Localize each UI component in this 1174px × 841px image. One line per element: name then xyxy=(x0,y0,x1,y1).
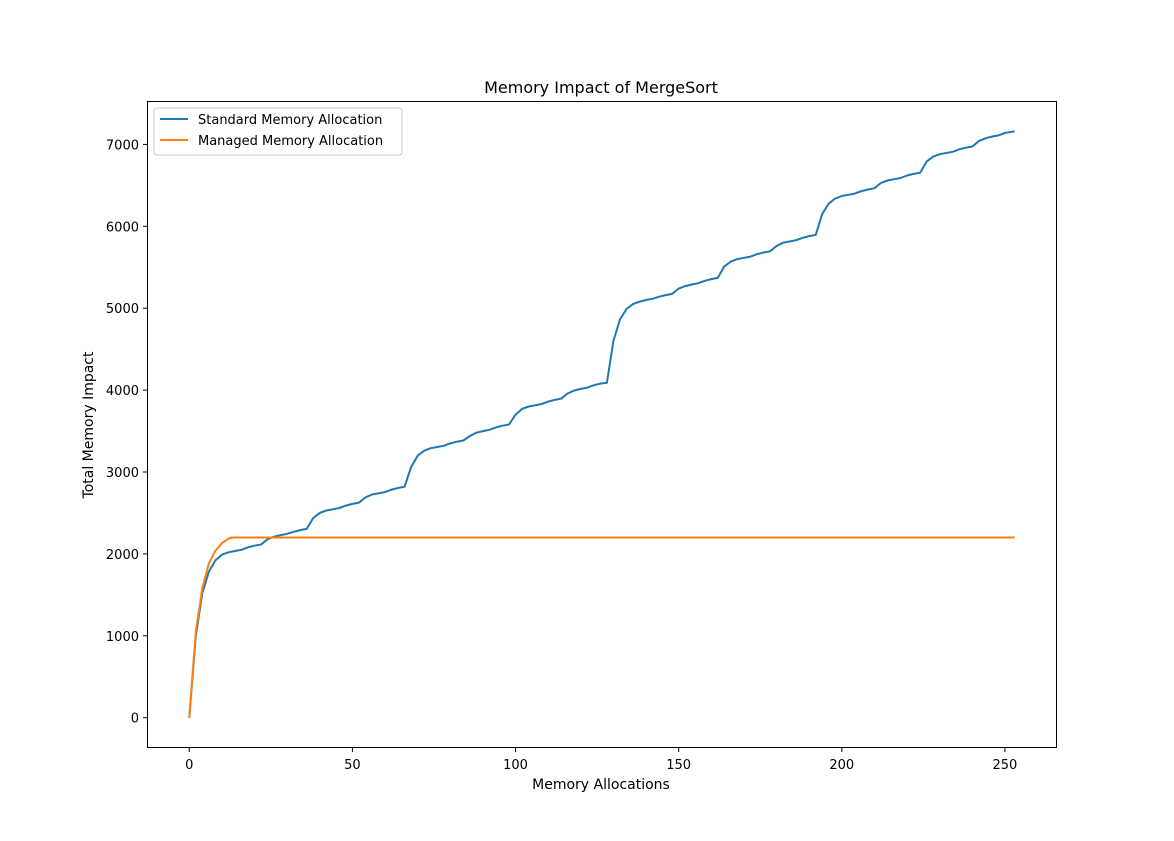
x-axis-label: Memory Allocations xyxy=(532,777,670,793)
plot-area xyxy=(188,130,1015,718)
x-tick-label: 0 xyxy=(185,758,193,773)
x-tick-label: 50 xyxy=(344,758,361,773)
y-tick-label: 4000 xyxy=(106,384,139,399)
y-axis-label: Total Memory Impact xyxy=(81,351,97,499)
chart-title: Memory Impact of MergeSort xyxy=(484,78,718,97)
legend-box xyxy=(153,107,403,156)
y-tick-label: 1000 xyxy=(106,630,139,645)
x-tick-label: 100 xyxy=(503,758,528,773)
y-tick-label: 2000 xyxy=(106,548,139,563)
axis-ticks: 0 50 100 150 200 250 0 1000 2000 3000 4000 5000 6000… xyxy=(106,138,1017,773)
series-line-0 xyxy=(188,130,1015,718)
x-tick-label: 150 xyxy=(666,758,691,773)
x-tick-label: 250 xyxy=(993,758,1018,773)
x-tick-label: 200 xyxy=(829,758,854,773)
series-line-1 xyxy=(188,536,1015,718)
plot-frame xyxy=(147,101,1057,748)
legend-label-1: Managed Memory Allocation xyxy=(198,134,383,149)
y-tick-label: 0 xyxy=(131,712,139,727)
y-tick-label: 3000 xyxy=(106,466,139,481)
y-tick-label: 5000 xyxy=(106,302,139,317)
y-tick-label: 6000 xyxy=(106,220,139,235)
y-tick-label: 7000 xyxy=(106,138,139,153)
legend-label-0: Standard Memory Allocation xyxy=(198,113,382,128)
legend: Standard Memory Allocation Managed Memory… xyxy=(153,107,403,156)
